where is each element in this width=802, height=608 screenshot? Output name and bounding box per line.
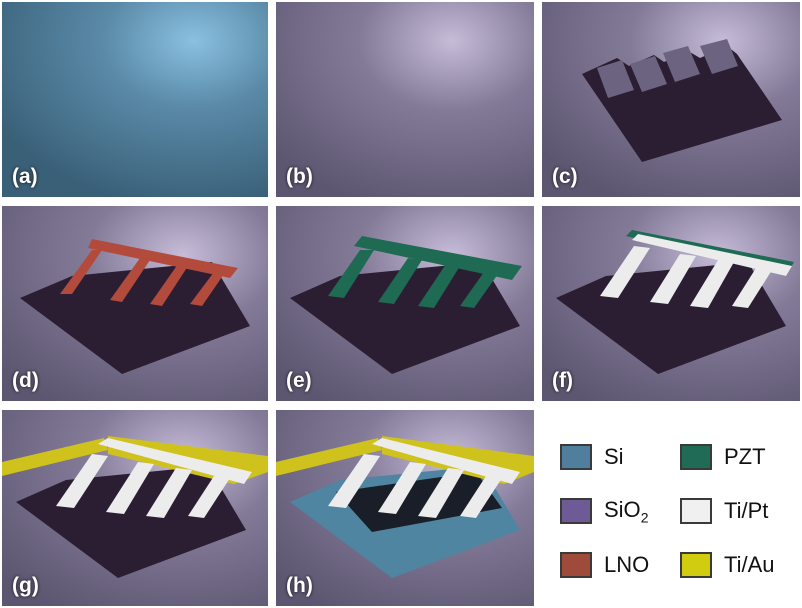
legend-swatch-sio2 <box>560 498 592 524</box>
panel-a: (a) <box>2 2 268 197</box>
legend-item-pzt: PZT <box>680 440 766 474</box>
panel-f-label: (f) <box>552 369 573 392</box>
panel-b-image <box>276 2 534 197</box>
panel-g-image <box>2 410 268 606</box>
cavity <box>582 46 782 162</box>
panel-g: (g) <box>2 410 268 606</box>
panel-d-label: (d) <box>12 369 39 392</box>
panel-b: (b) <box>276 2 534 197</box>
panel-d: (d) <box>2 206 268 401</box>
legend: Si SiO2 LNO PZT Ti/Pt Ti/Au <box>540 412 802 608</box>
legend-swatch-lno <box>560 552 592 578</box>
pzt-bus <box>354 236 522 280</box>
panel-f-image <box>542 206 800 401</box>
legend-label-si: Si <box>604 444 624 469</box>
legend-swatch-tipt <box>680 498 712 524</box>
panel-h: (h) <box>276 410 534 606</box>
panel-e-label: (e) <box>286 369 312 392</box>
panel-c-label: (c) <box>552 165 578 188</box>
legend-swatch-tiau <box>680 552 712 578</box>
legend-item-lno: LNO <box>560 548 649 582</box>
lno-bus <box>88 239 238 278</box>
panel-e: (e) <box>276 206 534 401</box>
legend-label-tiau: Ti/Au <box>724 552 775 577</box>
legend-label-lno: LNO <box>604 552 650 577</box>
legend-item-tipt: Ti/Pt <box>680 494 768 528</box>
legend-label-tipt: Ti/Pt <box>724 498 769 523</box>
panel-a-image <box>2 2 268 197</box>
panel-f: (f) <box>542 206 800 401</box>
panel-h-label: (h) <box>286 574 313 597</box>
panel-e-image <box>276 206 534 401</box>
legend-item-sio2: SiO2 <box>560 494 648 528</box>
legend-label-pzt: PZT <box>724 444 766 469</box>
legend-label-sio2: SiO2 <box>604 496 649 526</box>
panel-c-image <box>542 2 800 197</box>
tiau-left-pad <box>2 438 108 476</box>
tipt-bus <box>632 234 792 276</box>
panel-b-label: (b) <box>286 165 313 188</box>
legend-item-tiau: Ti/Au <box>680 548 775 582</box>
legend-item-si: Si <box>560 440 624 474</box>
panel-a-label: (a) <box>12 165 38 188</box>
legend-swatch-pzt <box>680 444 712 470</box>
panel-c: (c) <box>542 2 800 197</box>
panel-d-image <box>2 206 268 401</box>
panel-g-label: (g) <box>12 574 39 597</box>
panel-h-image <box>276 410 534 606</box>
legend-swatch-si <box>560 444 592 470</box>
